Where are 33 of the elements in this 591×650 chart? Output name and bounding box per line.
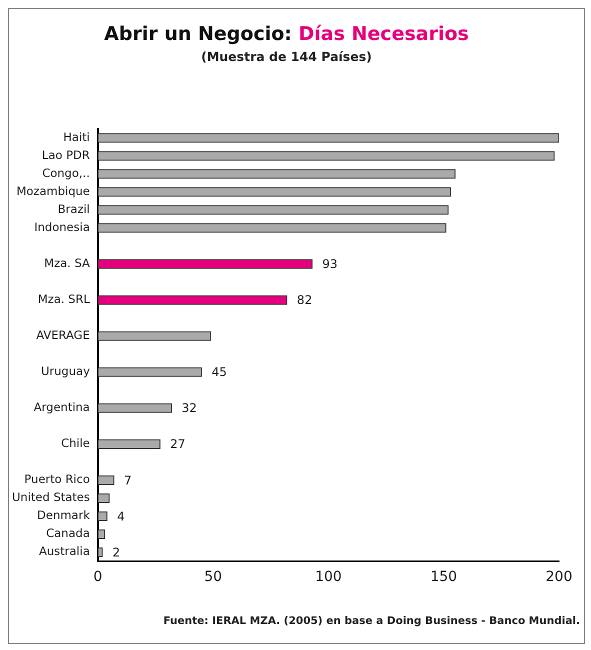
source-note: Fuente: IERAL MZA. (2005) en base a Doing Business - Banco Mundial. bbox=[163, 615, 580, 627]
data-label: 27 bbox=[170, 437, 186, 452]
y-tick-label: Denmark bbox=[37, 508, 90, 522]
y-tick-label: Uruguay bbox=[40, 364, 90, 378]
chart-subtitle: (Muestra de 144 Países) bbox=[200, 49, 373, 64]
y-tick-label: Brazil bbox=[58, 202, 90, 216]
x-tick-label: 150 bbox=[430, 569, 458, 586]
x-tick-label: 50 bbox=[204, 569, 222, 586]
x-tick-label: 0 bbox=[93, 569, 102, 586]
x-tick-label: 100 bbox=[315, 569, 342, 586]
x-tick-label: 200 bbox=[546, 569, 572, 586]
y-tick-label: AVERAGE bbox=[36, 328, 90, 342]
y-tick-label: Argentina bbox=[34, 400, 90, 414]
y-tick-label: Canada bbox=[46, 526, 90, 540]
y-tick-label: Indonesia bbox=[34, 220, 90, 234]
chart-title: Abrir un Negocio: Días Necesarios bbox=[104, 23, 469, 45]
data-label: 2 bbox=[112, 545, 120, 560]
y-tick-label: Puerto Rico bbox=[24, 472, 90, 486]
data-label: 82 bbox=[296, 293, 312, 308]
y-tick-label: Mozambique bbox=[16, 184, 90, 198]
data-label: 32 bbox=[182, 401, 197, 416]
y-tick-label: Mza. SA bbox=[44, 256, 90, 270]
y-tick-label: Congo,.. bbox=[42, 166, 90, 180]
data-label: 45 bbox=[212, 365, 227, 380]
y-tick-label: Australia bbox=[38, 544, 90, 558]
y-tick-label: Haiti bbox=[63, 130, 90, 144]
data-label: 93 bbox=[322, 257, 338, 272]
y-tick-label: Lao PDR bbox=[42, 148, 90, 162]
y-tick-label: Chile bbox=[61, 436, 90, 450]
y-tick-label: United States bbox=[12, 490, 90, 504]
data-label: 7 bbox=[124, 473, 132, 488]
y-tick-label: Mza. SRL bbox=[38, 292, 90, 306]
data-label: 4 bbox=[117, 509, 125, 524]
